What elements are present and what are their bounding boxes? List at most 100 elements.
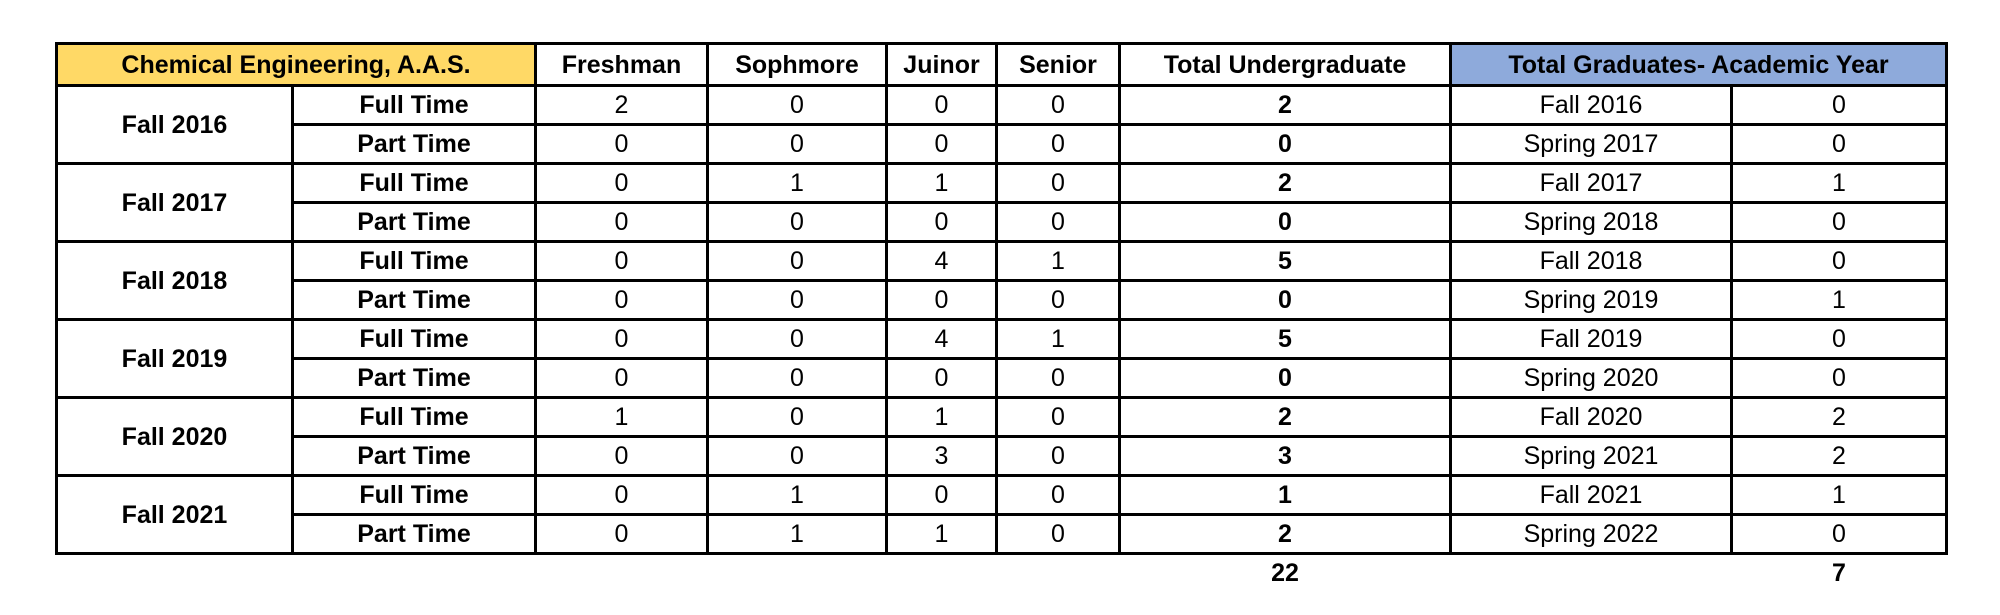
graduation-term: Spring 2021 bbox=[1449, 435, 1733, 477]
graduate-count: 1 bbox=[1730, 279, 1948, 321]
freshman-count: 0 bbox=[534, 318, 709, 360]
total-undergraduate-count: 3 bbox=[1118, 435, 1452, 477]
graduate-count: 1 bbox=[1730, 162, 1948, 204]
graduate-count: 0 bbox=[1730, 201, 1948, 243]
junior-count: 4 bbox=[885, 240, 998, 282]
graduate-count: 2 bbox=[1730, 435, 1948, 477]
enrollment-status: Part Time bbox=[291, 357, 537, 399]
graduate-count: 0 bbox=[1730, 318, 1948, 360]
junior-count: 0 bbox=[885, 474, 998, 516]
graduate-count: 0 bbox=[1730, 513, 1948, 555]
senior-count: 1 bbox=[995, 240, 1121, 282]
freshman-count: 0 bbox=[534, 279, 709, 321]
senior-count: 0 bbox=[995, 84, 1121, 126]
junior-count: 0 bbox=[885, 123, 998, 165]
table-row: Fall 2016 Full Time 2 0 0 0 2 Fall 2016 0 bbox=[55, 84, 1948, 165]
freshman-count: 0 bbox=[534, 201, 709, 243]
enrollment-status: Part Time bbox=[291, 123, 537, 165]
sophomore-count: 0 bbox=[706, 318, 888, 360]
enrollment-status: Part Time bbox=[291, 201, 537, 243]
enrollment-status: Full Time bbox=[291, 474, 537, 516]
sophomore-count: 1 bbox=[706, 513, 888, 555]
term-label: Fall 2018 bbox=[55, 240, 294, 321]
sophomore-count: 0 bbox=[706, 435, 888, 477]
graduation-term: Fall 2021 bbox=[1449, 474, 1733, 516]
enrollment-status: Full Time bbox=[291, 396, 537, 438]
enrollment-status: Full Time bbox=[291, 240, 537, 282]
freshman-count: 0 bbox=[534, 435, 709, 477]
senior-count: 0 bbox=[995, 435, 1121, 477]
enrollment-table: Chemical Engineering, A.A.S. Freshman So… bbox=[55, 42, 1948, 591]
enrollment-status: Part Time bbox=[291, 279, 537, 321]
total-undergraduate-count: 5 bbox=[1118, 318, 1452, 360]
graduation-term: Fall 2020 bbox=[1449, 396, 1733, 438]
table-body: Chemical Engineering, A.A.S. Freshman So… bbox=[55, 42, 1948, 592]
col-header-total-undergraduate: Total Undergraduate bbox=[1118, 42, 1452, 87]
total-undergraduate-count: 0 bbox=[1118, 123, 1452, 165]
term-label: Fall 2016 bbox=[55, 84, 294, 165]
col-header-freshman: Freshman bbox=[534, 42, 709, 87]
graduation-term: Fall 2018 bbox=[1449, 240, 1733, 282]
total-undergraduate-count: 1 bbox=[1118, 474, 1452, 516]
total-undergraduate-count: 2 bbox=[1118, 513, 1452, 555]
sophomore-count: 0 bbox=[706, 357, 888, 399]
col-header-junior: Juinor bbox=[885, 42, 998, 87]
graduate-count: 1 bbox=[1730, 474, 1948, 516]
junior-count: 0 bbox=[885, 84, 998, 126]
senior-count: 1 bbox=[995, 318, 1121, 360]
junior-count: 1 bbox=[885, 396, 998, 438]
table-row: Part Time 0 0 3 0 3 Spring 2021 2 bbox=[57, 435, 1948, 477]
total-undergraduate-count: 2 bbox=[1118, 162, 1452, 204]
senior-count: 0 bbox=[995, 162, 1121, 204]
sophomore-count: 0 bbox=[706, 123, 888, 165]
sophomore-count: 1 bbox=[706, 162, 888, 204]
sophomore-count: 0 bbox=[706, 201, 888, 243]
table-row: Fall 2018 Full Time 0 0 4 1 5 Fall 2018 0 bbox=[55, 240, 1948, 321]
program-title: Chemical Engineering, A.A.S. bbox=[55, 42, 537, 87]
table-row: Part Time 0 0 0 0 0 Spring 2017 0 bbox=[57, 123, 1948, 165]
freshman-count: 0 bbox=[534, 357, 709, 399]
total-undergraduate-count: 2 bbox=[1118, 396, 1452, 438]
table-row: Fall 2017 Full Time 0 1 1 0 2 Fall 2017 1 bbox=[55, 162, 1948, 243]
senior-count: 0 bbox=[995, 474, 1121, 516]
enrollment-status: Full Time bbox=[291, 162, 537, 204]
freshman-count: 0 bbox=[534, 162, 709, 204]
totals-spacer bbox=[57, 554, 1120, 592]
junior-count: 0 bbox=[885, 279, 998, 321]
graduation-term: Fall 2017 bbox=[1449, 162, 1733, 204]
sophomore-count: 0 bbox=[706, 396, 888, 438]
graduate-count: 0 bbox=[1730, 84, 1948, 126]
enrollment-status: Part Time bbox=[291, 435, 537, 477]
table-row: Part Time 0 0 0 0 0 Spring 2018 0 bbox=[57, 201, 1948, 243]
total-undergraduate-count: 0 bbox=[1118, 201, 1452, 243]
freshman-count: 0 bbox=[534, 474, 709, 516]
table-row: Fall 2021 Full Time 0 1 0 0 1 Fall 2021 1 bbox=[55, 474, 1948, 555]
junior-count: 4 bbox=[885, 318, 998, 360]
graduation-term: Spring 2020 bbox=[1449, 357, 1733, 399]
enrollment-status: Full Time bbox=[291, 318, 537, 360]
term-label: Fall 2019 bbox=[55, 318, 294, 399]
sophomore-count: 0 bbox=[706, 84, 888, 126]
term-label: Fall 2017 bbox=[55, 162, 294, 243]
graduation-term: Spring 2018 bbox=[1449, 201, 1733, 243]
total-undergraduate-count: 0 bbox=[1118, 357, 1452, 399]
graduate-count: 0 bbox=[1730, 357, 1948, 399]
table-row: Fall 2019 Full Time 0 0 4 1 5 Fall 2019 0 bbox=[55, 318, 1948, 399]
total-undergraduate-count: 5 bbox=[1118, 240, 1452, 282]
senior-count: 0 bbox=[995, 123, 1121, 165]
graduate-count: 0 bbox=[1730, 123, 1948, 165]
junior-count: 0 bbox=[885, 357, 998, 399]
graduation-term: Fall 2016 bbox=[1449, 84, 1733, 126]
sophomore-count: 0 bbox=[706, 279, 888, 321]
graduation-term: Spring 2019 bbox=[1449, 279, 1733, 321]
freshman-count: 0 bbox=[534, 513, 709, 555]
term-label: Fall 2020 bbox=[55, 396, 294, 477]
junior-count: 0 bbox=[885, 201, 998, 243]
graduate-count: 2 bbox=[1730, 396, 1948, 438]
table-row: Part Time 0 1 1 0 2 Spring 2022 0 bbox=[57, 513, 1948, 555]
term-label: Fall 2021 bbox=[55, 474, 294, 555]
senior-count: 0 bbox=[995, 513, 1121, 555]
freshman-count: 1 bbox=[534, 396, 709, 438]
total-graduates-sum: 7 bbox=[1832, 559, 1846, 587]
col-header-sophomore: Sophmore bbox=[706, 42, 888, 87]
